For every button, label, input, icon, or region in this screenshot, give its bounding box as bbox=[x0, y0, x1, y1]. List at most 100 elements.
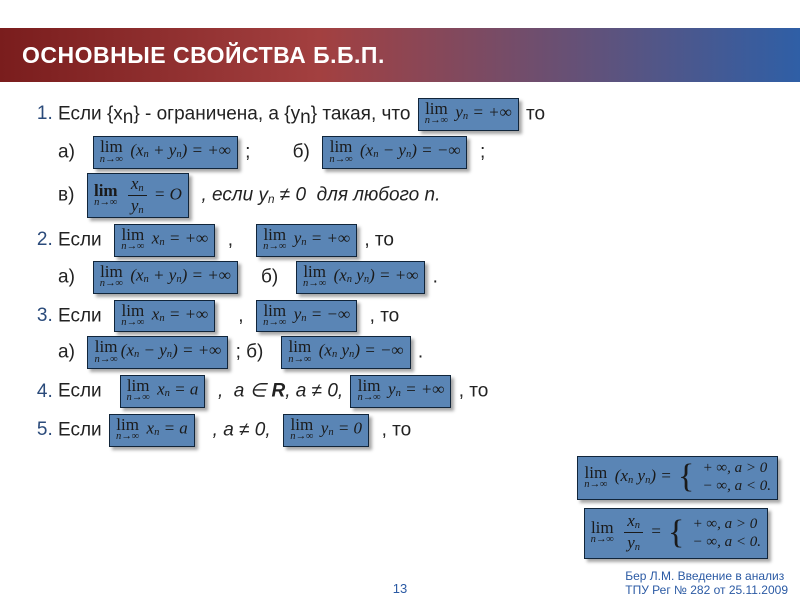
item4-tail: , то bbox=[459, 381, 489, 402]
item3-fy: limn→∞ yn = −∞ bbox=[256, 300, 357, 333]
footer-credit: Бер Л.М. Введение в анализ ТПУ Рег № 282… bbox=[625, 570, 788, 598]
item3-lead: Если bbox=[58, 305, 102, 326]
item3-fx: limn→∞ xn = +∞ bbox=[114, 300, 215, 333]
item2-lead: Если bbox=[58, 229, 102, 250]
item1-f-b: limn→∞ (xn − yn) = −∞ bbox=[322, 136, 467, 169]
item3-tail: , то bbox=[370, 305, 400, 326]
lim-word: lim bbox=[94, 339, 117, 354]
item3-sep: ; б) bbox=[236, 342, 264, 363]
item3-fb: limn→∞ (xn yn) = −∞ bbox=[281, 336, 410, 369]
item4-mid: , a ∈ R, a ≠ 0, bbox=[218, 381, 343, 402]
item-5: Если limn→∞ xn = a , a ≠ 0, limn→∞ yn = … bbox=[58, 414, 788, 447]
lim-under: n→∞ bbox=[290, 432, 313, 441]
item1-text-b: } - ограничена, а { bbox=[133, 103, 290, 124]
item1-sep-b: ; bbox=[480, 142, 485, 163]
lim-word: lim bbox=[591, 520, 614, 535]
item2-a-label: а) bbox=[58, 266, 75, 287]
item4-piecewise: limn→∞ (xn yn) = { + ∞, a > 0 − ∞, a < 0… bbox=[577, 456, 778, 500]
lim-word: lim bbox=[121, 227, 144, 242]
lim-word: lim bbox=[127, 378, 150, 393]
lim-under: n→∞ bbox=[263, 318, 286, 327]
item3-fa: limn→∞(xn − yn) = +∞ bbox=[87, 336, 228, 369]
item4-lead: Если bbox=[58, 381, 102, 402]
item1-a-label: а) bbox=[58, 142, 75, 163]
lim-under: n→∞ bbox=[116, 432, 139, 441]
lim-word: lim bbox=[357, 378, 380, 393]
item1-v-label: в) bbox=[58, 185, 74, 206]
footer-credit-2: ТПУ Рег № 282 от 25.11.2009 bbox=[625, 584, 788, 598]
item1-xn-n: n bbox=[123, 107, 134, 128]
item2-fy: limn→∞ yn = +∞ bbox=[256, 224, 357, 257]
item3-comma: , bbox=[238, 305, 243, 326]
item5-piece-bot: − ∞, a < 0. bbox=[693, 533, 761, 551]
item3-a-label: а) bbox=[58, 342, 75, 363]
lim-word: lim bbox=[263, 303, 286, 318]
lim-word: lim bbox=[584, 465, 607, 480]
item-1: Если {xn} - ограничена, а {yn} такая, чт… bbox=[58, 98, 788, 218]
item1-f-v: limn→∞ xnyn = O bbox=[87, 173, 189, 218]
lim-under: n→∞ bbox=[303, 279, 326, 288]
lim-under: n→∞ bbox=[100, 279, 123, 288]
item5-tail: , то bbox=[382, 419, 412, 440]
item4-fx: limn→∞ xn = a bbox=[120, 375, 206, 408]
lim-under: n→∞ bbox=[94, 355, 117, 364]
lim-under: n→∞ bbox=[584, 480, 607, 489]
footer-credit-1: Бер Л.М. Введение в анализ bbox=[625, 570, 788, 584]
lim-under: n→∞ bbox=[121, 318, 144, 327]
lim-word: lim bbox=[329, 139, 352, 154]
lim-under: n→∞ bbox=[127, 393, 150, 402]
lim-under: n→∞ bbox=[425, 116, 448, 125]
item3-dot: . bbox=[418, 342, 423, 363]
item2-fa: limn→∞ (xn + yn) = +∞ bbox=[93, 261, 238, 294]
item2-fx: limn→∞ xn = +∞ bbox=[114, 224, 215, 257]
item1-text-c: } такая, что bbox=[311, 103, 416, 124]
item1-text-a: Если { bbox=[58, 103, 113, 124]
title-band: ОСНОВНЫЕ СВОЙСТВА Б.Б.П. bbox=[0, 28, 800, 82]
slide-title: ОСНОВНЫЕ СВОЙСТВА Б.Б.П. bbox=[22, 42, 385, 69]
item1-v-rhs: = O bbox=[154, 184, 182, 203]
item1-b-label: б) bbox=[293, 142, 310, 163]
item5-lead: Если bbox=[58, 419, 102, 440]
lim-under: n→∞ bbox=[94, 198, 118, 207]
lim-under: n→∞ bbox=[288, 355, 311, 364]
item1-v-tail: , если yn ≠ 0 для любого n. bbox=[201, 185, 440, 206]
item2-dot: . bbox=[433, 266, 438, 287]
item1-f-limyn: limn→∞ yn = +∞ bbox=[418, 98, 519, 131]
item4-fy: limn→∞ yn = +∞ bbox=[350, 375, 451, 408]
lim-under: n→∞ bbox=[357, 393, 380, 402]
item-4: Если limn→∞ xn = a , a ∈ R, a ≠ 0, limn→… bbox=[58, 375, 788, 408]
lim-word: lim bbox=[290, 417, 313, 432]
item1-xn-x: x bbox=[113, 103, 123, 124]
lim-word: lim bbox=[303, 264, 326, 279]
lim-under: n→∞ bbox=[329, 155, 352, 164]
item4-piece-top: + ∞, a > 0 bbox=[703, 459, 771, 477]
item5-piece-top: + ∞, a > 0 bbox=[693, 515, 761, 533]
item1-yn-y: y bbox=[291, 103, 301, 124]
lim-word: lim bbox=[288, 339, 311, 354]
item5-piecewise: limn→∞ xnyn = { + ∞, a > 0 − ∞, a < 0. bbox=[584, 508, 768, 559]
item5-fy: limn→∞ yn = 0 bbox=[283, 414, 369, 447]
lim-under: n→∞ bbox=[263, 242, 286, 251]
lim-word: lim bbox=[116, 417, 139, 432]
item1-sep-a: ; bbox=[245, 142, 250, 163]
item-3: Если limn→∞ xn = +∞ , limn→∞ yn = −∞ , т… bbox=[58, 300, 788, 370]
item2-b-label: б) bbox=[261, 266, 278, 287]
page-number: 13 bbox=[393, 581, 407, 596]
lim-word: lim bbox=[100, 139, 123, 154]
item4-piece-bot: − ∞, a < 0. bbox=[703, 477, 771, 495]
item5-mid: , a ≠ 0, bbox=[213, 419, 271, 440]
item1-yn-n: n bbox=[300, 107, 311, 128]
item2-tail: , то bbox=[364, 229, 394, 250]
lim-under: n→∞ bbox=[591, 535, 614, 544]
item-2: Если limn→∞ xn = +∞ , limn→∞ yn = +∞ , т… bbox=[58, 224, 788, 294]
lim-under: n→∞ bbox=[100, 155, 123, 164]
item1-f-a: limn→∞ (xn + yn) = +∞ bbox=[93, 136, 238, 169]
lim-word: lim bbox=[425, 101, 448, 116]
lim-word: lim bbox=[263, 227, 286, 242]
item2-fb: limn→∞ (xn yn) = +∞ bbox=[296, 261, 425, 294]
lim-word: lim bbox=[94, 183, 118, 198]
item1-text-d: то bbox=[526, 103, 545, 124]
item2-comma: , bbox=[228, 229, 233, 250]
lim-word: lim bbox=[100, 264, 123, 279]
item5-fx: limn→∞ xn = a bbox=[109, 414, 195, 447]
